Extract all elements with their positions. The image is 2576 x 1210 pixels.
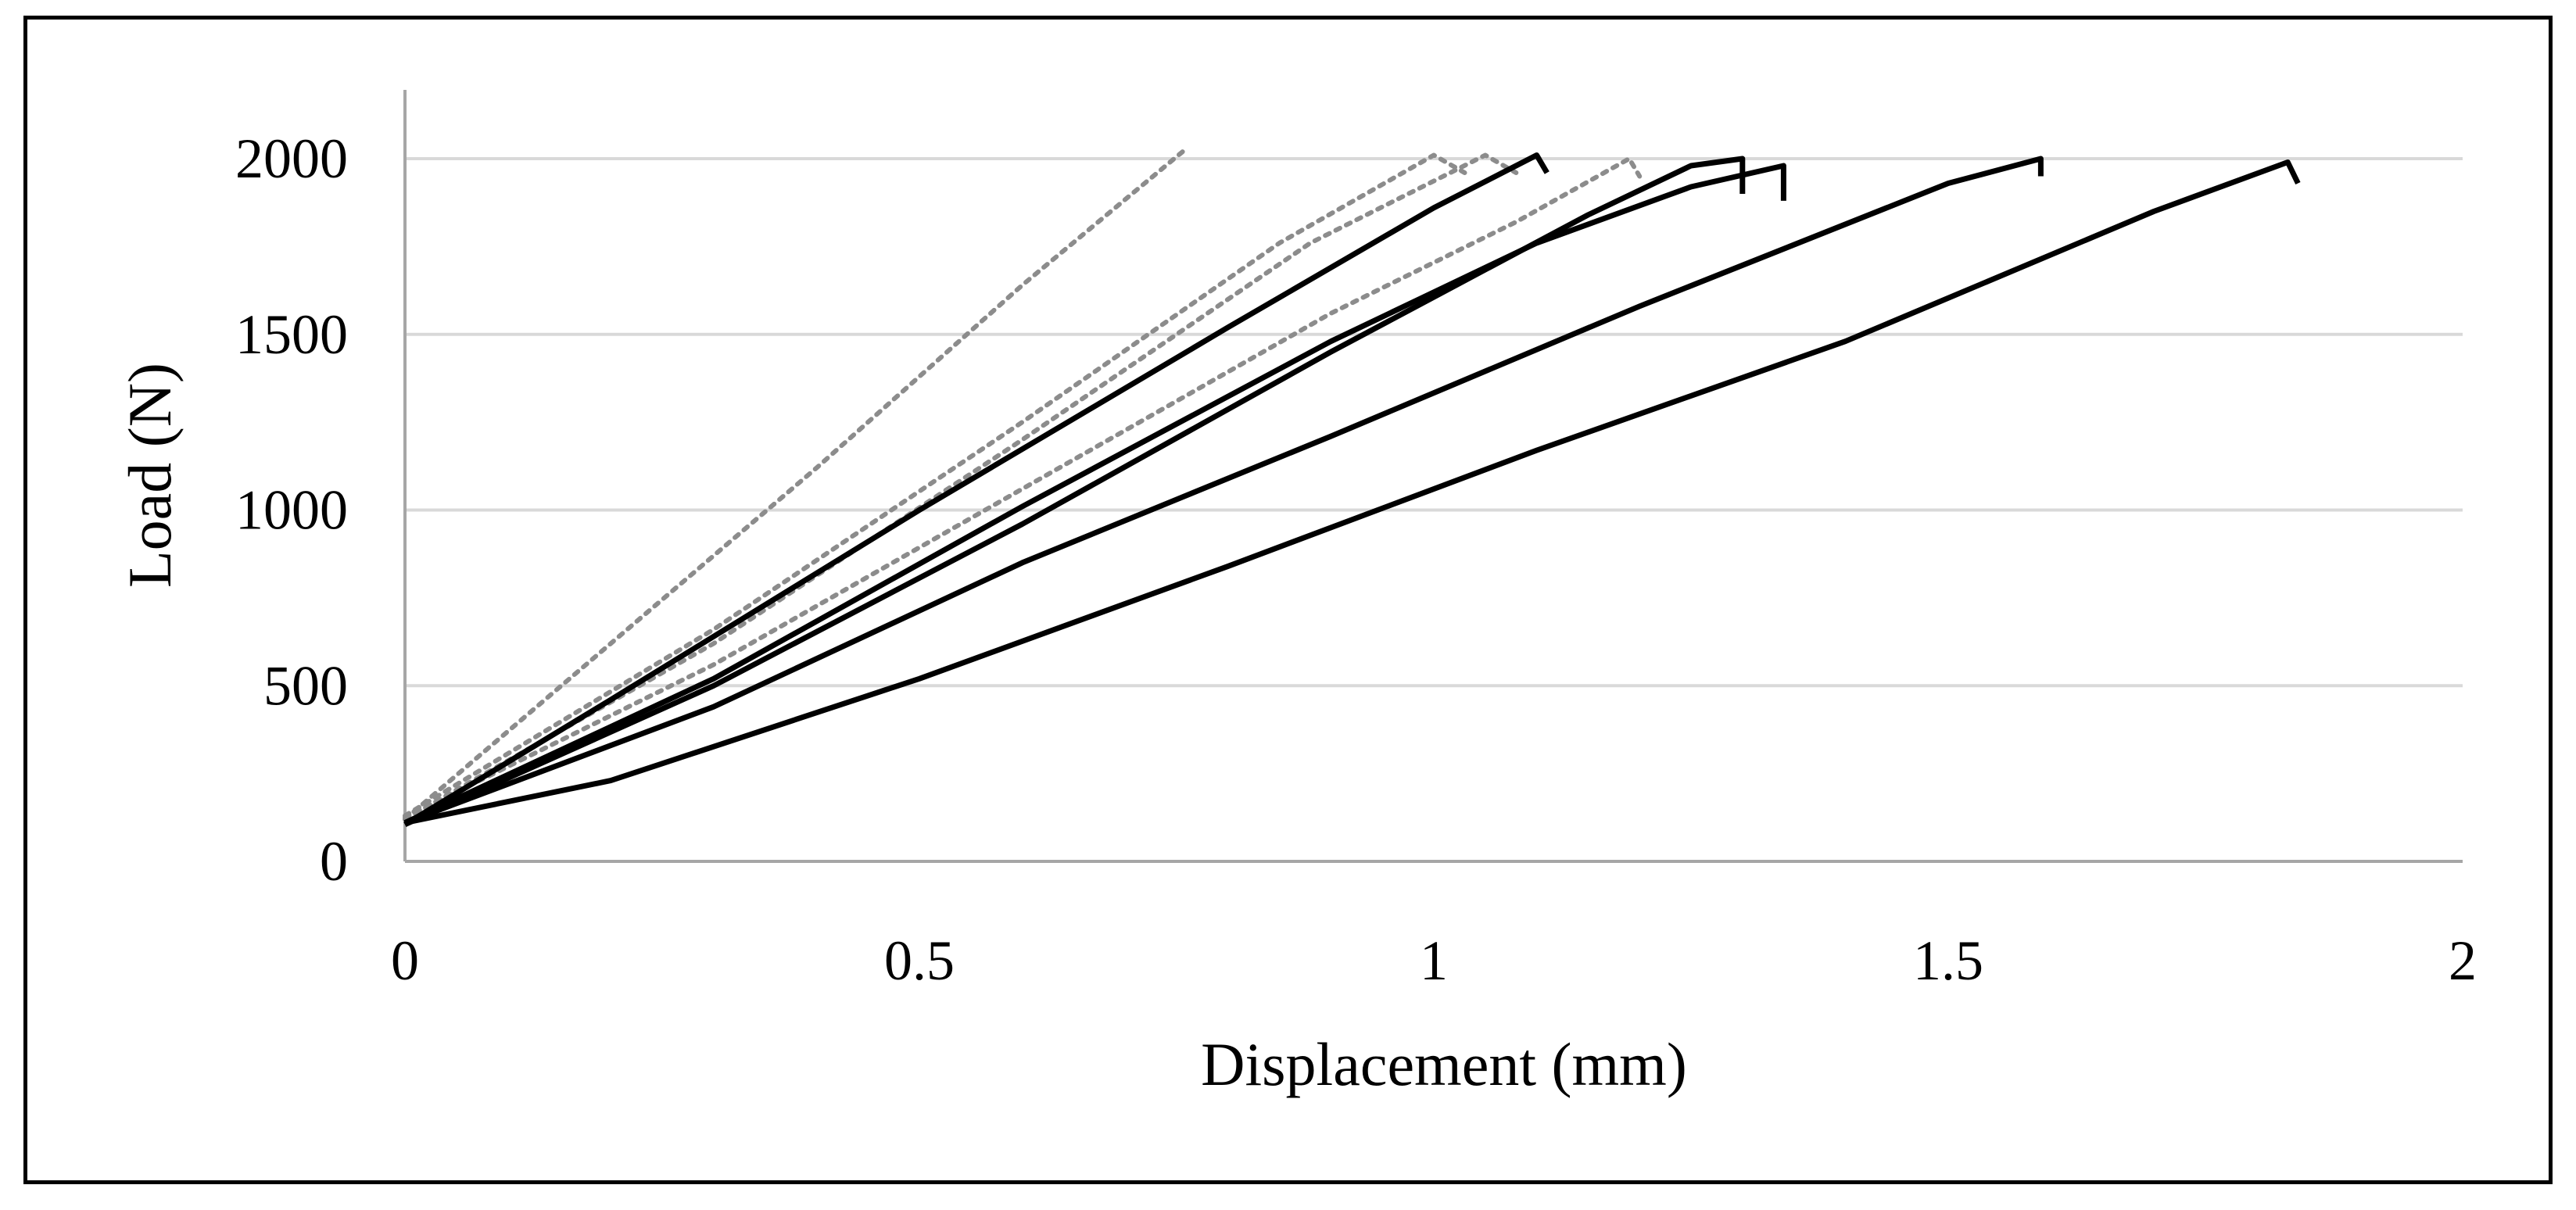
y-tick-label-3: 1500: [235, 303, 348, 366]
y-tick-label-1: 500: [263, 654, 348, 717]
x-tick-label-0: 0: [391, 929, 419, 992]
series-line-4: [403, 156, 1643, 820]
series-line-8: [403, 156, 2044, 825]
gridlines: [405, 157, 2463, 688]
axes: [403, 90, 2463, 863]
y-tick-label-0: 0: [320, 830, 348, 893]
series-line-6: [403, 156, 1746, 827]
y-axis-title: Load (N): [116, 363, 184, 588]
chart-frame: [23, 16, 2553, 1184]
y-tick-label-4: 2000: [235, 127, 348, 190]
x-tick-label-2: 1: [1420, 929, 1448, 992]
series-lines: [403, 145, 2301, 827]
x-tick-label-3: 1.5: [1913, 929, 1983, 992]
x-axis-title: Displacement (mm): [1201, 1030, 1687, 1098]
series-line-7: [403, 163, 1786, 825]
series-line-2: [403, 152, 1467, 818]
tick-labels: 0 500 1000 1500 2000 0 0.5 1 1.5 2: [235, 127, 2477, 992]
series-line-5: [403, 152, 1550, 827]
x-tick-label-1: 0.5: [884, 929, 955, 992]
series-line-9: [404, 159, 2301, 826]
series-line-3: [403, 152, 1519, 822]
y-tick-label-2: 1000: [235, 479, 348, 542]
x-tick-label-4: 2: [2449, 929, 2477, 992]
series-line-1: [403, 145, 1190, 822]
